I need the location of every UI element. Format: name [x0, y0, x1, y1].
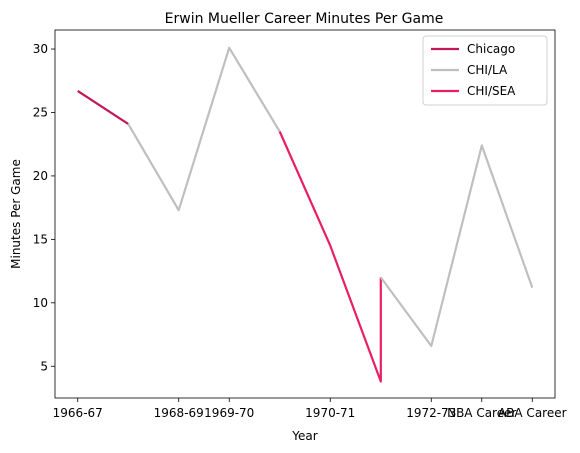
x-axis-label: Year — [291, 429, 317, 443]
y-tick-label: 10 — [33, 296, 48, 310]
chart-title: Erwin Mueller Career Minutes Per Game — [165, 11, 444, 27]
legend-label: CHI/LA — [467, 63, 508, 77]
x-tick-label: 1969-70 — [204, 406, 254, 420]
y-tick-label: 30 — [33, 42, 48, 56]
y-tick-label: 5 — [40, 359, 48, 373]
y-tick-label: 20 — [33, 169, 48, 183]
legend: Chicago CHI/LA CHI/SEA — [422, 35, 548, 106]
y-tick-label: 25 — [33, 105, 48, 119]
x-tick-label: 1968-69 — [154, 406, 204, 420]
x-tick-label: 1966-67 — [53, 406, 103, 420]
legend-box — [422, 35, 548, 106]
x-tick-label: ABA Career — [498, 406, 567, 420]
series-line-chi-sea — [278, 131, 382, 383]
legend-label: Chicago — [467, 42, 515, 56]
x-tick-label: NBA Career — [447, 406, 516, 420]
series-line-chi-la — [127, 46, 281, 212]
y-tick-label: 15 — [33, 232, 48, 246]
x-tick-label: 1970-71 — [305, 406, 355, 420]
series-line-chi-la-continued — [379, 144, 534, 348]
y-axis: 5 10 15 20 25 30 — [33, 42, 55, 373]
legend-label: CHI/SEA — [467, 84, 516, 98]
series-line-chicago — [77, 89, 129, 125]
x-tick-label: 1972-73 — [406, 406, 456, 420]
series-lines — [77, 46, 534, 383]
plot-area — [54, 29, 556, 399]
y-axis-label: Minutes Per Game — [9, 159, 23, 269]
